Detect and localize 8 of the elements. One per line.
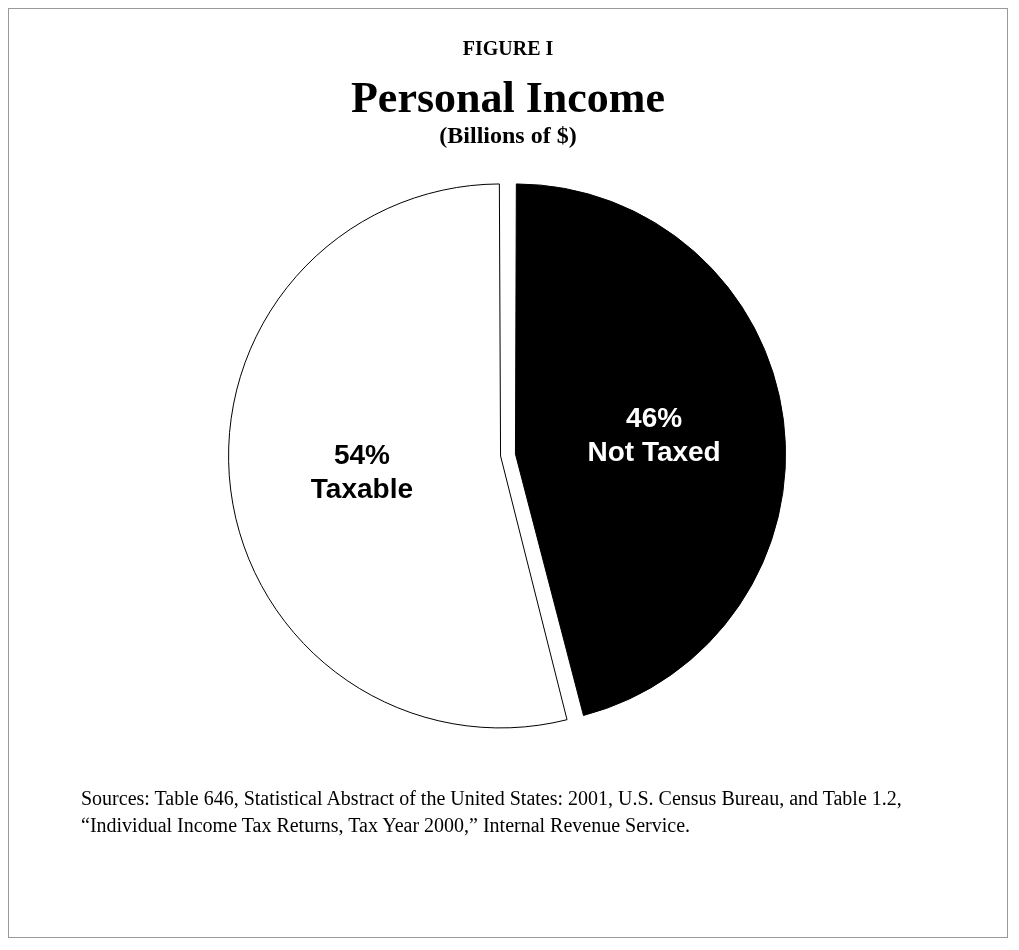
chart-title: Personal Income xyxy=(349,73,667,123)
slice-label: Not Taxed xyxy=(587,436,721,468)
slice-label: Taxable xyxy=(310,472,414,504)
chart-subtitle: (Billions of $) xyxy=(438,122,578,149)
text: FIGURE I xyxy=(461,37,555,60)
data-label: 54% xyxy=(333,438,391,470)
data-label: 46% xyxy=(626,402,683,434)
source-note: Sources: Table 646, Statistical Abstract of the United States: 2001, U.S. Census Bureau, and Table 1.2, “Individual Income Tax Returns, Tax Year 2000,” Internal Revenue Service. xyxy=(81,785,903,838)
